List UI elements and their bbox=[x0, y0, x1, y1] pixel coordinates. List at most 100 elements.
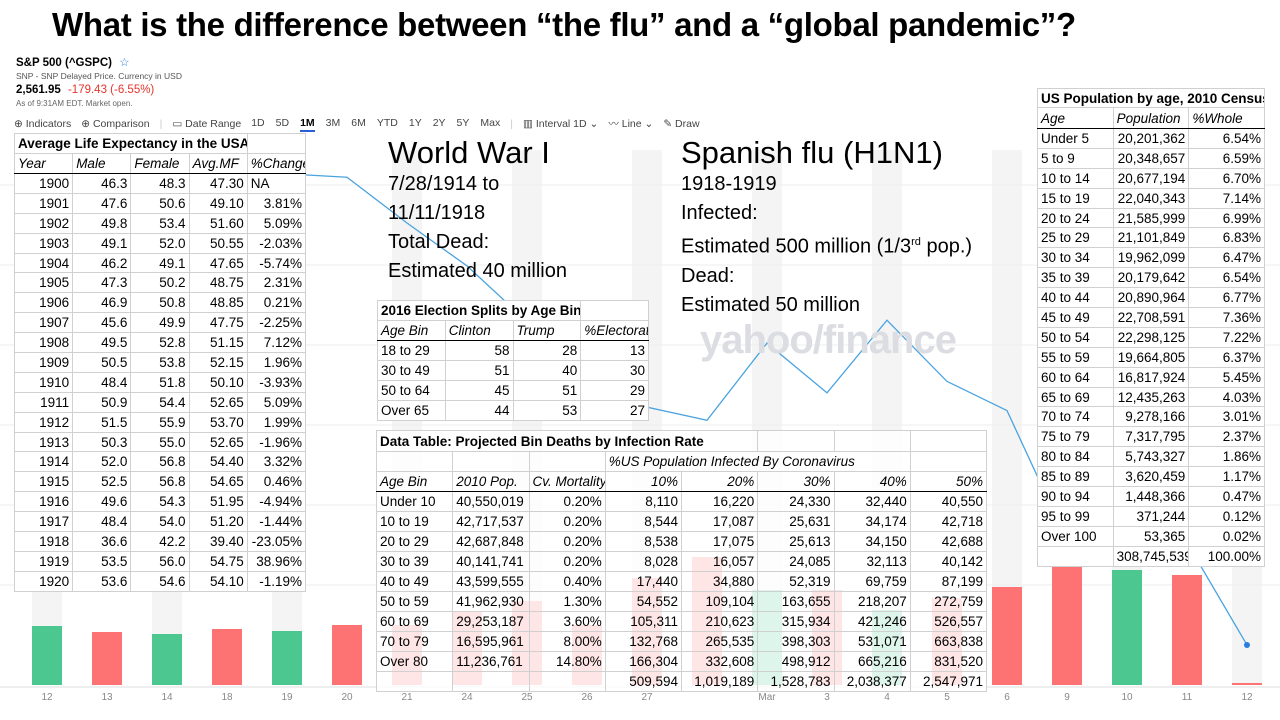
column-header: %Whole bbox=[1188, 107, 1265, 129]
table-row: 1908 49.5 52.8 51.15 7.12% bbox=[13, 332, 307, 354]
x-tick-label: Mar bbox=[758, 692, 776, 703]
table-cell bbox=[580, 300, 649, 321]
table-cell: 1920 bbox=[13, 570, 74, 592]
table-cell: -23.05% bbox=[246, 531, 307, 552]
table-cell: 87,199 bbox=[909, 571, 988, 592]
table-cell: 132,768 bbox=[604, 631, 683, 652]
x-tick-label: 14 bbox=[161, 692, 173, 703]
range-tab-6m[interactable]: 6M bbox=[351, 117, 366, 129]
toolbar-divider: | bbox=[159, 118, 163, 130]
table-cell: 109,104 bbox=[680, 591, 759, 612]
table-row: 1911 50.9 54.4 52.65 5.09% bbox=[13, 391, 307, 413]
table-cell: 1.17% bbox=[1188, 466, 1265, 488]
table-cell bbox=[909, 430, 988, 452]
table-cell: 332,608 bbox=[680, 651, 759, 672]
range-tab-2y[interactable]: 2Y bbox=[432, 117, 446, 129]
table-cell: 52,319 bbox=[757, 571, 835, 592]
table-cell: 32,113 bbox=[833, 551, 911, 572]
x-tick-label: 9 bbox=[1064, 692, 1070, 703]
table-cell: Over 100 bbox=[1037, 525, 1114, 547]
table-cell: 25,613 bbox=[757, 531, 835, 552]
table-cell: 5.09% bbox=[246, 391, 307, 413]
x-tick-label: 24 bbox=[461, 692, 473, 703]
draw-button[interactable]: ✎ Draw bbox=[663, 118, 699, 131]
table-cell: 52.65 bbox=[188, 431, 248, 453]
flu-line: Estimated 50 million bbox=[681, 293, 860, 316]
table-cell: 53.6 bbox=[72, 570, 132, 592]
table-cell: 498,912 bbox=[757, 651, 835, 672]
flu-superscript: rd bbox=[911, 236, 921, 248]
range-tab-5y[interactable]: 5Y bbox=[456, 117, 470, 129]
census-population-table: US Population by age, 2010 Census Age Popu… bbox=[1037, 88, 1265, 567]
table-cell: 665,216 bbox=[833, 651, 911, 672]
chart-type-dropdown[interactable]: 〰 Line ⌄ bbox=[608, 118, 654, 130]
table-cell: 1,528,783 bbox=[757, 671, 835, 692]
table-cell bbox=[452, 671, 530, 692]
table-cell: 22,040,343 bbox=[1112, 187, 1190, 209]
table-cell: 51 bbox=[512, 380, 582, 401]
indicators-button[interactable]: ⊕ Indicators bbox=[14, 118, 72, 130]
wwi-line: Estimated 40 million bbox=[388, 260, 567, 282]
table-cell: 35 to 39 bbox=[1037, 267, 1114, 289]
table-cell: 1907 bbox=[13, 312, 74, 334]
table-cell: 52.15 bbox=[188, 352, 248, 373]
table-cell: 48.4 bbox=[72, 371, 132, 393]
range-tab-1m[interactable]: 1M bbox=[300, 117, 315, 132]
table-cell: 42,718 bbox=[909, 511, 988, 532]
table-cell: 18 to 29 bbox=[377, 340, 446, 361]
table-cell: 47.30 bbox=[188, 173, 248, 194]
table-cell: 48.4 bbox=[72, 511, 132, 533]
range-tab-ytd[interactable]: YTD bbox=[376, 117, 398, 129]
table-row: 50 to 54 22,298,125 7.22% bbox=[1037, 326, 1265, 348]
range-tab-1d[interactable]: 1D bbox=[251, 117, 265, 129]
table-cell: 65 to 69 bbox=[1037, 386, 1114, 408]
table-cell: -2.25% bbox=[246, 312, 307, 334]
table-cell: 90 to 94 bbox=[1037, 486, 1114, 507]
table-cell bbox=[452, 451, 530, 472]
date-range-button[interactable]: ▭ Date Range bbox=[172, 118, 241, 131]
table-cell: 1913 bbox=[13, 431, 74, 453]
table-cell: 25,631 bbox=[757, 511, 835, 532]
comparison-button[interactable]: ⊕ Comparison bbox=[81, 118, 150, 130]
table-cell: 3.32% bbox=[246, 451, 307, 473]
table-cell: 56.8 bbox=[130, 471, 190, 493]
table-row: 1910 48.4 51.8 50.10 -3.93% bbox=[13, 371, 307, 393]
x-tick-label: 11 bbox=[1182, 692, 1193, 703]
table-cell: 2,547,971 bbox=[909, 671, 988, 692]
table-cell: 1912 bbox=[13, 411, 74, 433]
table-row: 80 to 84 5,743,327 1.86% bbox=[1037, 446, 1265, 468]
quote-price-row: 2,561.95 -179.43 (-6.55%) bbox=[16, 84, 154, 96]
table-row: 1914 52.0 56.8 54.40 3.32% bbox=[13, 451, 307, 473]
table-cell: 421,246 bbox=[833, 611, 911, 632]
star-icon[interactable]: ☆ bbox=[119, 57, 130, 69]
table-cell: 49.9 bbox=[130, 312, 190, 334]
table-cell: 21,585,999 bbox=[1112, 207, 1190, 229]
table-row: 10 to 19 42,717,537 0.20% 8,544 17,087 25,631… bbox=[375, 511, 988, 532]
table-cell: Over 65 bbox=[377, 400, 446, 421]
column-header: Year bbox=[13, 153, 74, 174]
table-cell: 45 bbox=[444, 380, 514, 401]
table-cell: 30 to 39 bbox=[375, 551, 454, 572]
table-cell: 56.8 bbox=[130, 451, 190, 473]
interval-dropdown[interactable]: ▥ Interval 1D ⌄ bbox=[522, 118, 599, 130]
table-cell: 14.80% bbox=[528, 651, 606, 672]
table-cell: 0.20% bbox=[528, 491, 606, 512]
table-cell: 45 to 49 bbox=[1037, 307, 1114, 328]
table-cell: 2.31% bbox=[246, 272, 307, 294]
table-cell: 50.5 bbox=[72, 352, 132, 373]
flu-line: Dead: bbox=[681, 264, 735, 287]
range-tab-5d[interactable]: 5D bbox=[275, 117, 290, 129]
table-cell: 27 bbox=[580, 400, 649, 421]
range-tab-3m[interactable]: 3M bbox=[325, 117, 341, 129]
table-cell: 1904 bbox=[13, 252, 74, 274]
table-cell: 50 to 64 bbox=[377, 380, 446, 401]
table-cell: 54.75 bbox=[188, 550, 248, 572]
x-tick-label: 12 bbox=[1241, 692, 1253, 703]
table-cell: 47.3 bbox=[72, 272, 132, 294]
table-cell: 40,550,019 bbox=[452, 491, 530, 512]
range-tab-1y[interactable]: 1Y bbox=[408, 117, 422, 129]
table-cell: 53.70 bbox=[188, 411, 248, 433]
group-header-row: %US Population Infected By Coronavirus bbox=[375, 451, 988, 472]
range-tab-max[interactable]: Max bbox=[480, 117, 501, 129]
table-cell: 1916 bbox=[13, 491, 74, 513]
